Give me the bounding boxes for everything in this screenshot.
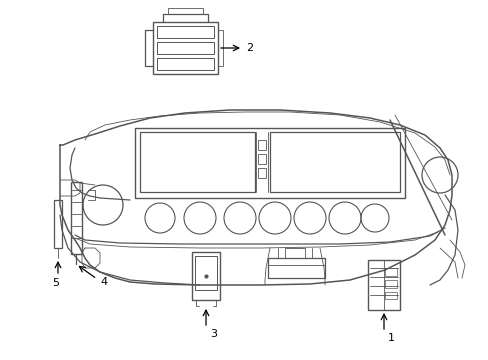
Bar [258,140,265,150]
Bar [157,42,214,54]
Bar [258,168,265,178]
Bar [192,252,220,300]
Text: 1: 1 [387,333,394,343]
Bar [367,260,399,310]
Text: 2: 2 [245,43,253,53]
Bar [384,280,396,288]
Bar [195,256,217,290]
Bar [135,128,404,198]
Bar [384,268,396,276]
Bar [140,132,254,192]
Bar [157,58,214,70]
Bar [71,182,82,254]
Bar [54,200,62,248]
Bar [258,154,265,164]
Bar [269,132,399,192]
Bar [157,26,214,38]
Text: 5: 5 [52,278,59,288]
Bar [384,292,396,299]
Text: 3: 3 [209,329,217,339]
Text: 4: 4 [100,277,107,287]
Bar [153,22,218,74]
